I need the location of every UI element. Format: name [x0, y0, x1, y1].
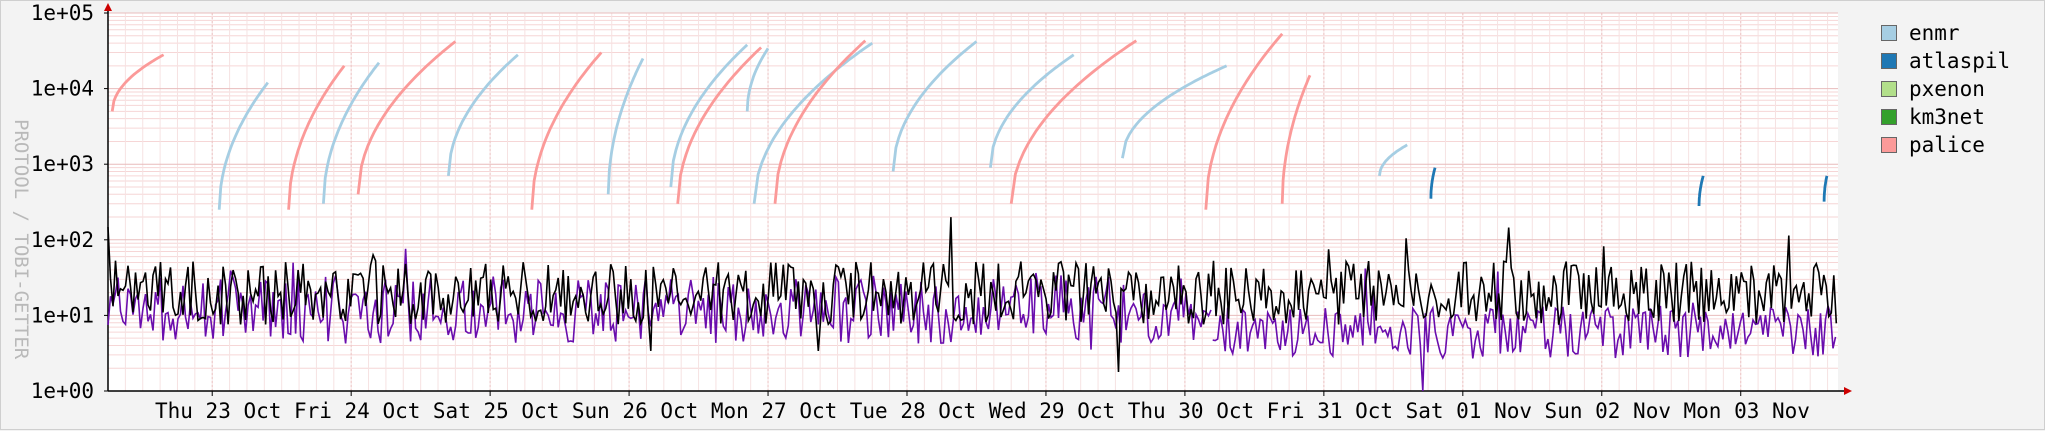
x-tick-label: Sun 26 Oct	[572, 399, 698, 423]
y-tick-label: 1e+02	[31, 228, 94, 252]
enmr-segment	[989, 53, 1075, 168]
legend-swatch	[1881, 81, 1897, 97]
enmr-segment	[752, 41, 874, 204]
palice-segment	[1204, 32, 1284, 210]
legend-item-pxenon: pxenon	[1881, 75, 2010, 103]
legend-label: palice	[1909, 133, 1985, 157]
black-line	[107, 217, 1838, 373]
palice-segment	[287, 64, 346, 210]
palice-segment	[773, 39, 867, 204]
purple-line	[107, 248, 1212, 350]
y-tick-label: 1e+00	[31, 379, 94, 403]
y-tick-label: 1e+04	[31, 77, 94, 101]
atlaspil-segment	[1822, 174, 1829, 202]
enmr-segment	[669, 43, 749, 188]
palice-segment	[110, 53, 165, 112]
x-tick-label: Fri 31 Oct	[1267, 399, 1393, 423]
legend-swatch	[1881, 53, 1897, 69]
palice-segment	[1280, 74, 1312, 204]
legend-label: pxenon	[1909, 77, 1985, 101]
palice-segment	[676, 46, 763, 204]
enmr-segment	[1121, 64, 1228, 159]
x-axis-arrow	[1844, 387, 1852, 395]
legend-swatch	[1881, 137, 1897, 153]
enmr-segment	[1378, 143, 1408, 177]
x-tick-label: Mon 27 Oct	[711, 399, 837, 423]
legend-label: km3net	[1909, 105, 1985, 129]
y-tick-label: 1e+05	[31, 1, 94, 25]
legend-item-km3net: km3net	[1881, 103, 2010, 131]
legend-item-atlaspil: atlaspil	[1881, 47, 2010, 75]
plot-area	[108, 13, 1838, 391]
purple-line-late	[1212, 268, 1837, 392]
x-tick-label: Wed 29 Oct	[989, 399, 1115, 423]
palice-segment	[530, 51, 603, 210]
legend-item-palice: palice	[1881, 131, 2010, 159]
legend-swatch	[1881, 109, 1897, 125]
legend-label: enmr	[1909, 21, 1960, 45]
enmr-segment	[606, 57, 645, 195]
y-tick-label: 1e+01	[31, 303, 94, 327]
enmr-segment	[745, 47, 770, 112]
enmr-segment	[322, 61, 381, 204]
y-tick-label: 1e+03	[31, 152, 94, 176]
enmr-segment	[447, 53, 519, 177]
atlaspil-segment	[1697, 174, 1705, 207]
enmr-segment	[891, 40, 978, 172]
enmr-segment	[217, 81, 269, 210]
x-tick-label: Sat 01 Nov	[1406, 399, 1532, 423]
x-tick-label: Sun 02 Nov	[1545, 399, 1671, 423]
x-tick-label: Fri 24 Oct	[294, 399, 420, 423]
atlaspil-segment	[1429, 166, 1437, 199]
y-axis-arrow	[104, 3, 112, 11]
palice-segment	[1009, 39, 1138, 204]
legend: enmr atlaspil pxenon km3net palice	[1881, 19, 2010, 159]
palice-segment	[356, 40, 457, 195]
y-axis-label: PROTOOL / TOBI-GETTER	[10, 119, 32, 360]
x-tick-label: Thu 30 Oct	[1128, 399, 1254, 423]
legend-item-enmr: enmr	[1881, 19, 2010, 47]
x-tick-label: Mon 03 Nov	[1684, 399, 1810, 423]
x-tick-label: Sat 25 Oct	[433, 399, 559, 423]
legend-swatch	[1881, 25, 1897, 41]
x-tick-label: Tue 28 Oct	[850, 399, 976, 423]
x-tick-label: Thu 23 Oct	[155, 399, 281, 423]
legend-label: atlaspil	[1909, 49, 2011, 73]
